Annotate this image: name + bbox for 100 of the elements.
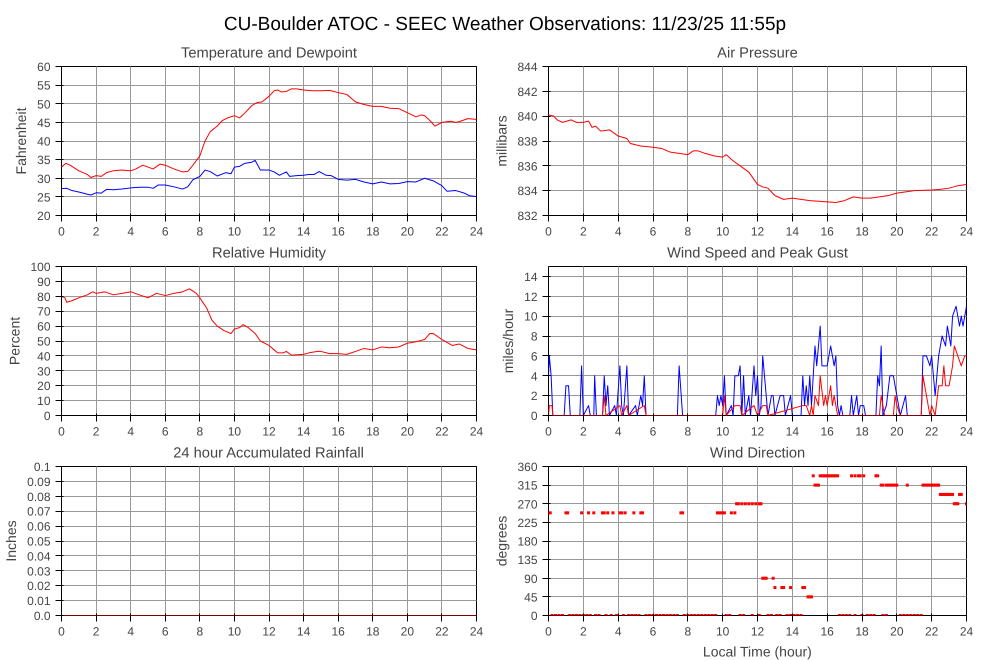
y-tick-label: 0.05 (27, 534, 51, 548)
chart-title: Temperature and Dewpoint (181, 46, 357, 62)
x-tick-label: 18 (855, 624, 869, 638)
x-tick-label: 0 (545, 624, 552, 638)
chart-title: Wind Speed and Peak Gust (667, 246, 848, 262)
x-tick-label: 8 (684, 224, 692, 238)
y-tick-label: 844 (517, 60, 538, 74)
y-tick-label: 25 (37, 190, 51, 204)
x-tick-label: 12 (750, 424, 764, 438)
x-tick-label: 16 (820, 224, 834, 238)
y-tick-label: 30 (37, 364, 51, 378)
x-tick-label: 16 (331, 624, 346, 638)
x-tick-label: 2 (580, 624, 587, 638)
x-tick-label: 22 (924, 624, 939, 638)
y-tick-label: 4 (530, 369, 538, 384)
x-tick-label: 0 (58, 624, 66, 638)
y-tick-label: 834 (517, 184, 538, 198)
y-tick-label: 30 (37, 172, 51, 186)
x-tick-label: 12 (750, 224, 764, 238)
y-tick-label: 315 (517, 478, 538, 493)
y-tick-label: 0.1 (34, 460, 51, 474)
x-tick-label: 18 (855, 224, 869, 238)
y-tick-label: 842 (517, 84, 538, 99)
line-series (62, 288, 476, 356)
x-tick-label: 2 (92, 224, 100, 238)
x-tick-label: 14 (296, 624, 311, 638)
y-tick-label: 35 (37, 153, 51, 168)
y-axis-title: Fahrenheit (13, 107, 30, 174)
y-tick-label: 0.09 (27, 474, 51, 489)
text: CU-Boulder ATOC - SEEC Weather Observations: 11/23/25 11:55p (224, 13, 786, 37)
x-tick-label: 4 (127, 624, 134, 638)
x-tick-label: 24 (470, 224, 484, 238)
y-tick-label: 80 (37, 290, 51, 304)
y-tick-label: 10 (37, 394, 51, 408)
y-tick-label: 20 (37, 379, 51, 394)
chart-title: 24 hour Accumulated Rainfall (173, 446, 364, 462)
x-tick-label: 18 (366, 624, 380, 638)
x-tick-label: 14 (786, 224, 800, 238)
line-series (548, 306, 966, 416)
x-tick-label: 24 (960, 424, 974, 438)
x-tick-label: 10 (228, 624, 242, 638)
x-tick-label: 24 (960, 224, 974, 238)
x-tick-label: 10 (716, 624, 730, 638)
x-tick-label: 12 (262, 424, 276, 438)
x-tick-label: 14 (296, 224, 311, 238)
y-axis-title: degrees (493, 516, 510, 566)
x-tick-label: 18 (366, 424, 380, 438)
x-tick-label: 22 (924, 224, 939, 238)
y-tick-label: 45 (37, 116, 51, 130)
x-tick-label: 8 (684, 424, 692, 438)
x-tick-label: 20 (400, 224, 414, 238)
x-tick-label: 22 (435, 624, 449, 638)
x-tick-label: 0 (58, 424, 66, 438)
x-tick-label: 18 (366, 224, 380, 238)
x-tick-label: 24 (470, 624, 484, 638)
y-tick-label: 90 (524, 572, 538, 586)
chart-title: Air Pressure (717, 46, 798, 62)
y-tick-label: 12 (524, 290, 538, 304)
x-tick-label: 18 (855, 424, 869, 438)
y-tick-label: 360 (517, 460, 538, 474)
x-tick-label: 14 (786, 424, 800, 438)
y-tick-label: 832 (517, 209, 538, 223)
x-tick-label: 12 (262, 624, 276, 638)
y-tick-label: 0.02 (27, 579, 51, 594)
y-tick-label: 45 (524, 590, 538, 604)
y-tick-label: 0.06 (27, 520, 51, 534)
y-tick-label: 225 (517, 516, 538, 530)
line-series (548, 114, 966, 203)
x-tick-label: 16 (820, 424, 834, 438)
y-tick-label: 50 (37, 97, 51, 112)
y-axis-title: Percent (6, 316, 22, 366)
line-series (62, 88, 476, 178)
y-tick-label: 6 (530, 349, 538, 364)
x-tick-label: 20 (890, 224, 904, 238)
x-tick-label: 16 (331, 224, 346, 238)
y-tick-label: 14 (524, 270, 538, 284)
y-tick-label: 838 (517, 134, 538, 148)
y-axis-title: Inches (3, 520, 20, 562)
x-tick-label: 20 (890, 424, 904, 438)
y-tick-label: 50 (37, 334, 51, 348)
y-tick-label: 0.07 (27, 504, 51, 519)
x-tick-label: 4 (614, 624, 622, 638)
x-tick-label: 14 (786, 624, 800, 638)
x-tick-label: 8 (196, 624, 204, 638)
x-tick-label: 6 (162, 424, 169, 438)
x-axis-title: Local Time (hour) (702, 644, 812, 660)
x-tick-label: 2 (580, 424, 587, 438)
y-tick-label: 0.03 (27, 564, 51, 578)
x-tick-label: 14 (296, 424, 311, 438)
x-tick-label: 0 (58, 224, 66, 238)
chart-title: Relative Humidity (212, 246, 327, 262)
x-tick-label: 4 (127, 224, 134, 238)
y-tick-label: 60 (37, 60, 51, 74)
y-tick-label: 55 (37, 78, 51, 93)
x-tick-label: 20 (400, 424, 414, 438)
x-tick-label: 10 (716, 224, 730, 238)
y-tick-label: 8 (530, 330, 538, 344)
line-series (548, 345, 966, 416)
x-tick-label: 20 (890, 624, 904, 638)
y-axis-title: miles/hour (500, 308, 516, 374)
